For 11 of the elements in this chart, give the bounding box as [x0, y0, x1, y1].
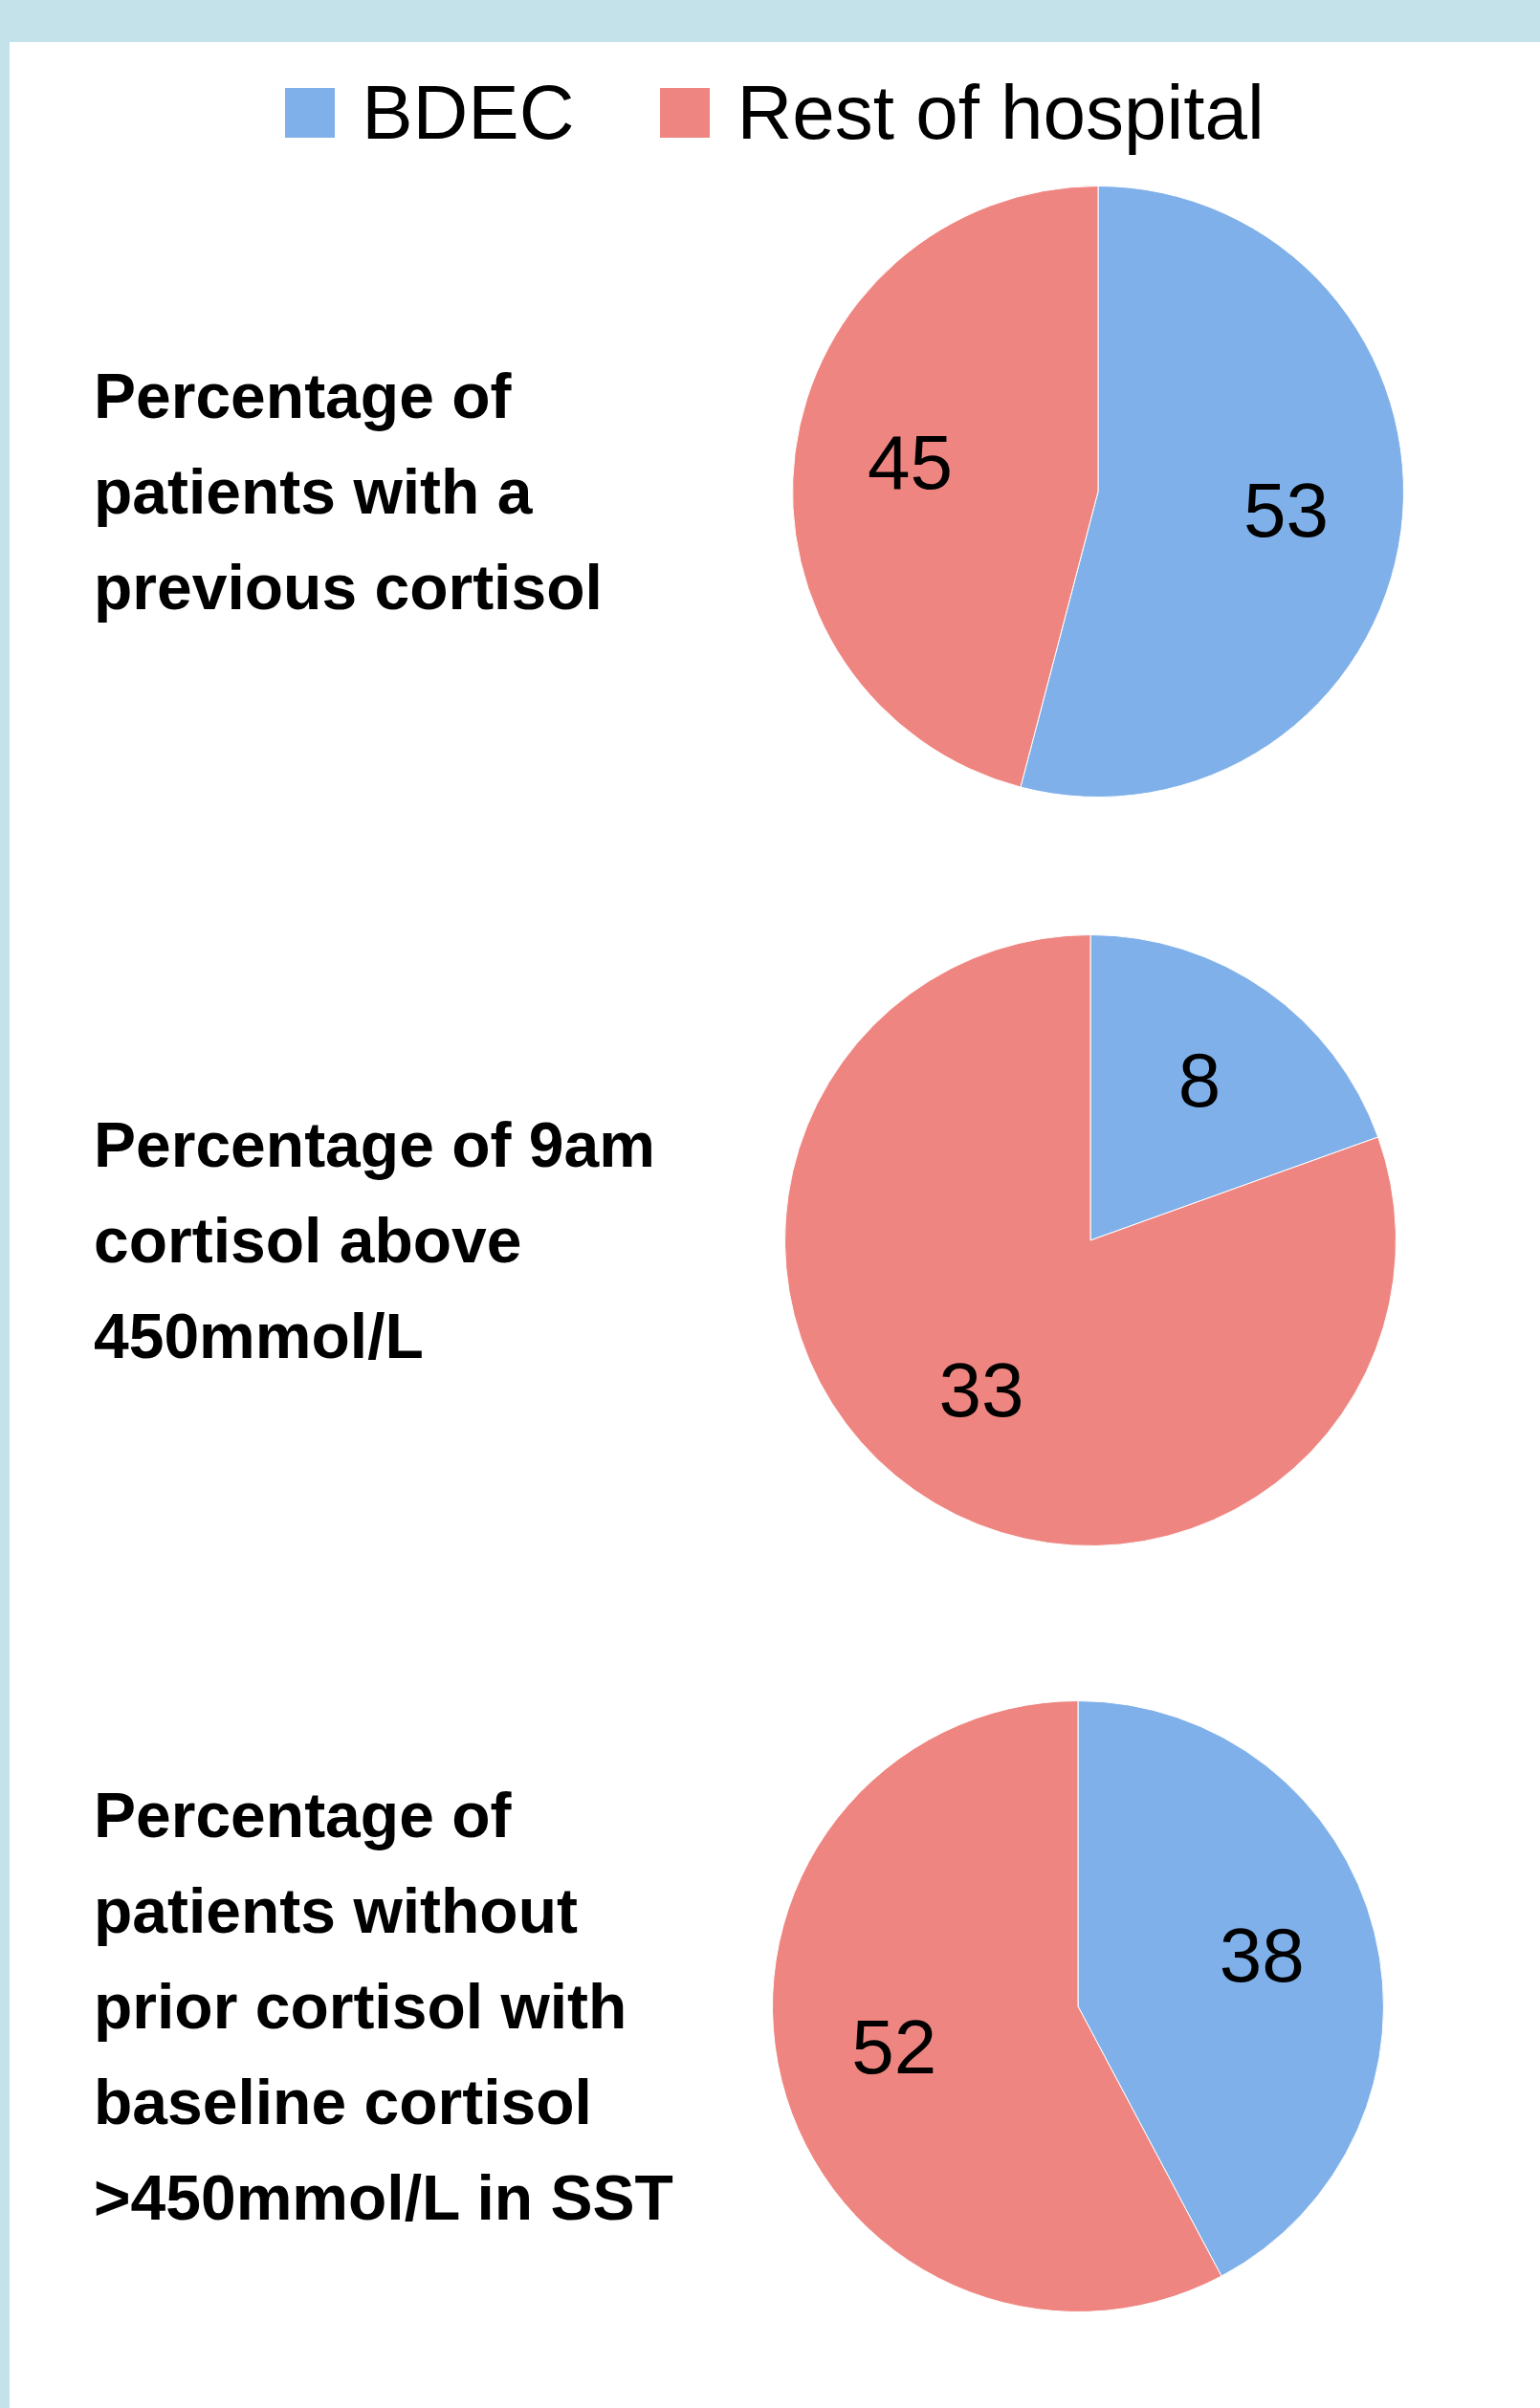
data-label: 52: [851, 2003, 937, 2090]
data-label: 8: [1177, 1038, 1221, 1124]
data-label: 53: [1243, 468, 1329, 554]
text: Percentage of patients with a previous cortisol: [94, 360, 604, 624]
data-label: 33: [938, 1347, 1024, 1434]
legend-label: Rest of hospital: [737, 69, 1265, 157]
data-label: 38: [1219, 1913, 1305, 1999]
text: Percentage of 9am cortisol above 450mmol/L: [94, 1108, 656, 1373]
data-label: 45: [868, 419, 954, 505]
legend-label: BDEC: [362, 69, 575, 157]
text: Percentage of patients without prior cortisol with baseline cortisol >450mmol/L in SST: [94, 1779, 674, 2235]
